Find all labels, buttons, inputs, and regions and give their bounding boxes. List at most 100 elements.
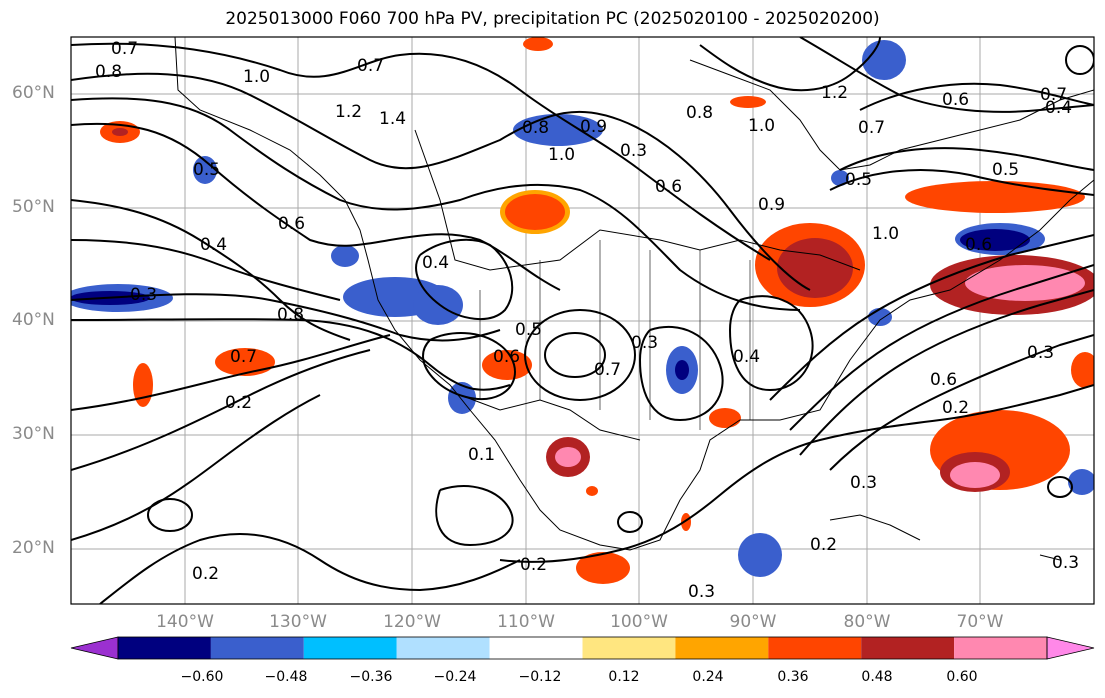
- pv-contours: [71, 37, 1094, 604]
- precip-blob-positive: [730, 96, 766, 108]
- precip-blob-negative: [831, 170, 849, 186]
- precip-blob-positive: [586, 486, 598, 496]
- precip-blob-negative: [675, 360, 689, 380]
- lat-label: 60°N: [12, 83, 55, 103]
- precip-blob-positive: [112, 128, 128, 136]
- colorbar-tick-label: 0.12: [608, 669, 640, 685]
- precip-shading: [71, 37, 1094, 584]
- contour-label: 0.7: [357, 56, 384, 76]
- contour-label: 0.3: [130, 285, 157, 305]
- colorbar-segment: [675, 637, 769, 659]
- contour-label: 0.6: [278, 214, 305, 234]
- contour-label: 0.4: [200, 235, 227, 255]
- contour-label: 0.7: [111, 39, 138, 59]
- pv-contour: [71, 199, 351, 341]
- pv-contour: [415, 238, 514, 321]
- lon-label: 80°W: [843, 612, 891, 632]
- precip-blob-negative: [448, 382, 476, 414]
- contour-label: 1.0: [548, 145, 575, 165]
- pv-contour: [435, 485, 514, 547]
- pv-contour: [71, 239, 341, 301]
- colorbar-tick-label: −0.12: [518, 669, 562, 685]
- map-title: 2025013000 F060 700 hPa PV, precipitatio…: [225, 9, 880, 29]
- pv-contour: [728, 295, 814, 392]
- lat-label: 50°N: [12, 197, 55, 217]
- colorbar-segment: [861, 637, 955, 659]
- precip-blob-negative: [1068, 469, 1094, 495]
- pv-contour: [1047, 476, 1073, 498]
- colorbar-segment: [954, 637, 1047, 659]
- colorbar-extend-low: [70, 636, 119, 660]
- pv-contour: [799, 37, 1094, 113]
- colorbar-tick-label: 0.36: [777, 669, 809, 685]
- pv-contour: [71, 293, 501, 342]
- contour-label: 1.0: [243, 67, 270, 87]
- lon-label: 140°W: [156, 612, 214, 632]
- coastline-caribbean: [829, 514, 1061, 561]
- contour-label: 0.6: [942, 90, 969, 110]
- lat-label: 20°N: [12, 538, 55, 558]
- coastline-north-america: [174, 37, 1094, 551]
- precip-blob-positive: [777, 238, 853, 298]
- precip-blob-positive: [576, 552, 630, 584]
- contour-label: 0.4: [1045, 98, 1072, 118]
- contour-label: 0.3: [1027, 343, 1054, 363]
- colorbar-tick-label: 0.48: [861, 669, 893, 685]
- pv-contour: [829, 334, 1094, 471]
- contour-label: 0.2: [520, 555, 547, 575]
- pv-contour: [769, 234, 1094, 401]
- precip-blob-positive: [709, 408, 741, 428]
- contour-label: 0.4: [733, 347, 760, 367]
- pv-contour: [71, 349, 371, 471]
- contour-label: 0.5: [845, 170, 872, 190]
- contour-label: 0.5: [193, 160, 220, 180]
- pv-contour: [789, 264, 1094, 431]
- pv-contour: [499, 384, 1094, 563]
- contour-label: 1.4: [379, 109, 406, 129]
- lon-label: 130°W: [269, 612, 327, 632]
- pv-contour: [617, 511, 643, 533]
- contour-label: 0.8: [277, 305, 304, 325]
- contour-label: 0.8: [522, 118, 549, 138]
- colorbar-segment: [768, 637, 862, 659]
- colorbar-segment: [118, 637, 211, 659]
- colorbar-tick-label: 0.24: [692, 669, 724, 685]
- colorbar-segment: [303, 637, 397, 659]
- pv-contour: [71, 97, 801, 311]
- contour-label: 0.7: [230, 347, 257, 367]
- pv-contour: [71, 318, 511, 391]
- contour-label: 0.6: [493, 347, 520, 367]
- contour-label: 0.3: [688, 582, 715, 602]
- contour-label: 0.5: [515, 320, 542, 340]
- precip-blob-positive: [133, 363, 153, 407]
- contour-label: 0.2: [810, 535, 837, 555]
- colorbar-frame: [117, 636, 1048, 660]
- contour-label: 0.3: [631, 333, 658, 353]
- lon-label: 110°W: [497, 612, 555, 632]
- contour-label: 0.3: [620, 141, 647, 161]
- colorbar-tick-label: −0.24: [433, 669, 477, 685]
- colorbar-tick-label: −0.36: [349, 669, 393, 685]
- contour-label: 0.8: [686, 103, 713, 123]
- contour-label: 0.7: [1040, 85, 1067, 105]
- coastline-hudson-bay: [689, 59, 1094, 171]
- colorbar-segment: [396, 637, 490, 659]
- contour-label: 0.2: [942, 398, 969, 418]
- precip-blob-positive: [681, 513, 691, 531]
- coastlines: [174, 37, 1094, 561]
- border-us-canada: [414, 129, 861, 271]
- pv-contour: [799, 289, 1094, 456]
- precip-blob-positive: [505, 194, 565, 230]
- contour-label: 0.9: [758, 195, 785, 215]
- contour-label: 1.2: [821, 83, 848, 103]
- contour-labels: 0.7 0.8 0.7 1.0 1.2 1.4 0.5 0.6 0.4 0.3 …: [95, 39, 1079, 602]
- contour-label: 0.6: [655, 177, 682, 197]
- pv-contour: [699, 37, 881, 92]
- colorbar-segment: [582, 637, 676, 659]
- contour-label: 0.1: [468, 445, 495, 465]
- lon-label: 70°W: [956, 612, 1004, 632]
- contour-label: 0.2: [192, 564, 219, 584]
- precip-blob-positive: [523, 37, 553, 51]
- pv-contour: [839, 147, 1094, 171]
- contour-label: 0.4: [422, 253, 449, 273]
